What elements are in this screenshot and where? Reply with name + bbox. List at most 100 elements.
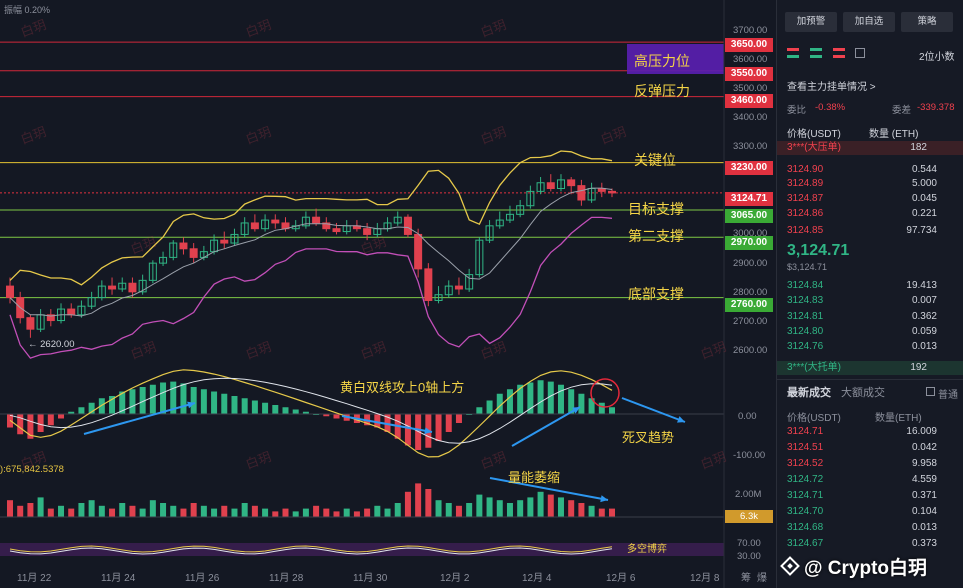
tab-big-trades[interactable]: 大额成交 [841,387,885,399]
ratio-label: 委比 [787,105,807,116]
tab-latest-trades[interactable]: 最新成交 [787,387,831,399]
precision-select[interactable]: 2位小数 [919,52,955,63]
axis-tick-3600: 3600.00 [733,54,768,65]
trade-price: 3124.67 [787,538,824,549]
macd-bar [435,414,442,441]
price-tag-current: 3124.71 [725,192,773,206]
macd-bar [139,387,146,414]
volume-bar [455,505,462,517]
annotation-arrow [621,397,686,423]
book-both-icon[interactable] [787,48,799,58]
rsi-band [0,543,724,556]
ask-row[interactable]: 3124.87 0.045 [787,192,963,206]
big-buy-row[interactable]: 3***(大托单) 192 [777,361,963,375]
volume-bar [568,500,575,517]
bid-row[interactable]: 3124.76 0.013 [787,340,963,354]
macd-bar [598,402,605,414]
volume-bar [17,505,24,517]
col-price-header: 价格(USDT) [787,129,841,140]
volume-bar [588,505,595,517]
normal-checkbox[interactable] [926,387,935,396]
price-tag-2970: 2970.00 [725,236,773,250]
trade-row[interactable]: 3124.71 0.371 [787,489,963,503]
trade-qty: 0.373 [911,538,937,549]
bid-row[interactable]: 3124.81 0.362 [787,310,963,324]
strategy-button[interactable]: 策略 [901,12,953,32]
annotation-arrow [341,415,433,433]
macd-bar [547,381,554,414]
axis-corner-chip[interactable]: 筹 [741,573,751,584]
macd-bar [609,407,615,414]
book-sell-icon[interactable] [832,48,845,58]
trade-row[interactable]: 3124.68 0.013 [787,521,963,535]
volume-bar [302,508,309,517]
last-price: 3,124.71 [787,242,850,259]
big-sell-label: 3***(大压单) [787,142,841,153]
diff-value: -339.378 [917,102,955,113]
arrow-head [572,407,580,414]
bid-qty: 0.013 [911,341,937,352]
trade-row[interactable]: 3124.70 0.104 [787,505,963,519]
volume-bar [323,508,330,517]
volume-bar [251,505,258,517]
level-label-second-support: 第二支撑 [628,228,684,244]
trade-price: 3124.72 [787,474,824,485]
x-tick: 11月 26 [185,573,220,584]
ask-row[interactable]: 3124.85 97.734 [787,224,963,238]
bid-row[interactable]: 3124.83 0.007 [787,294,963,308]
candle-body [77,305,86,316]
ask-row[interactable]: 3124.86 0.221 [787,207,963,221]
macd-bar [527,382,534,414]
y-tick: 2800.00 [733,287,768,298]
book-view-icons[interactable] [787,48,867,60]
macd-bar [384,414,391,432]
volume-bar [272,511,279,517]
volume-bar [578,503,585,517]
book-buy-icon[interactable] [809,48,822,58]
trade-price: 3124.68 [787,522,824,533]
macd-bar [272,405,279,414]
col-qty-header: 数量 (ETH) [869,129,919,140]
volume-bar [476,494,483,517]
candle-body [148,262,157,281]
level-label-target-support: 目标支撑 [628,201,684,217]
volume-bar [404,491,411,517]
bid-row[interactable]: 3124.80 0.059 [787,325,963,339]
ask-qty: 0.544 [911,164,937,175]
ask-row[interactable]: 3124.90 0.544 [787,163,963,177]
book-depth-icon[interactable] [855,48,866,58]
rsi-30-label: 30.00 [737,551,761,562]
macd-bar [17,414,24,435]
candle-body [301,216,310,227]
annotation-death-cross: 死叉趋势 [622,430,675,445]
bid-row[interactable]: 3124.84 19.413 [787,279,963,293]
trade-row[interactable]: 3124.71 16.009 [787,425,963,439]
trade-row[interactable]: 3124.67 0.373 [787,537,963,551]
volume-bar [170,505,177,517]
candle-body [26,317,35,330]
candle-body [250,222,259,230]
volume-bar [496,500,503,517]
volume-bar [211,508,218,517]
volume-bar [58,505,65,517]
candle-body [454,285,463,290]
add-alert-button[interactable]: 加预警 [785,12,837,32]
axis-corner-burst[interactable]: 爆 [757,573,767,584]
volume-bar [292,511,299,517]
arrow-head [600,495,608,503]
trade-row[interactable]: 3124.51 0.042 [787,441,963,455]
big-sell-row[interactable]: 3***(大压单) 182 [777,141,963,155]
ask-row[interactable]: 3124.89 5.000 [787,177,963,191]
candle-body [138,279,147,293]
add-watchlist-button[interactable]: 加自选 [843,12,895,32]
candle-body [6,285,14,299]
brand-label: @ Crypto白玥 [804,558,928,579]
main-order-link[interactable]: 查看主力挂单情况 > [787,82,876,93]
chart-area[interactable]: 振幅 0.20% 高压力位 反弹压力 关键位 目标支撑 第二支撑 底部支撑 36… [0,0,776,588]
trade-row[interactable]: 3124.52 9.958 [787,457,963,471]
low-marker: ← 2620.00 [28,339,75,350]
macd-bar [282,407,289,414]
trade-row[interactable]: 3124.72 4.559 [787,473,963,487]
x-tick: 11月 28 [269,573,304,584]
chart-canvas[interactable] [0,0,776,588]
